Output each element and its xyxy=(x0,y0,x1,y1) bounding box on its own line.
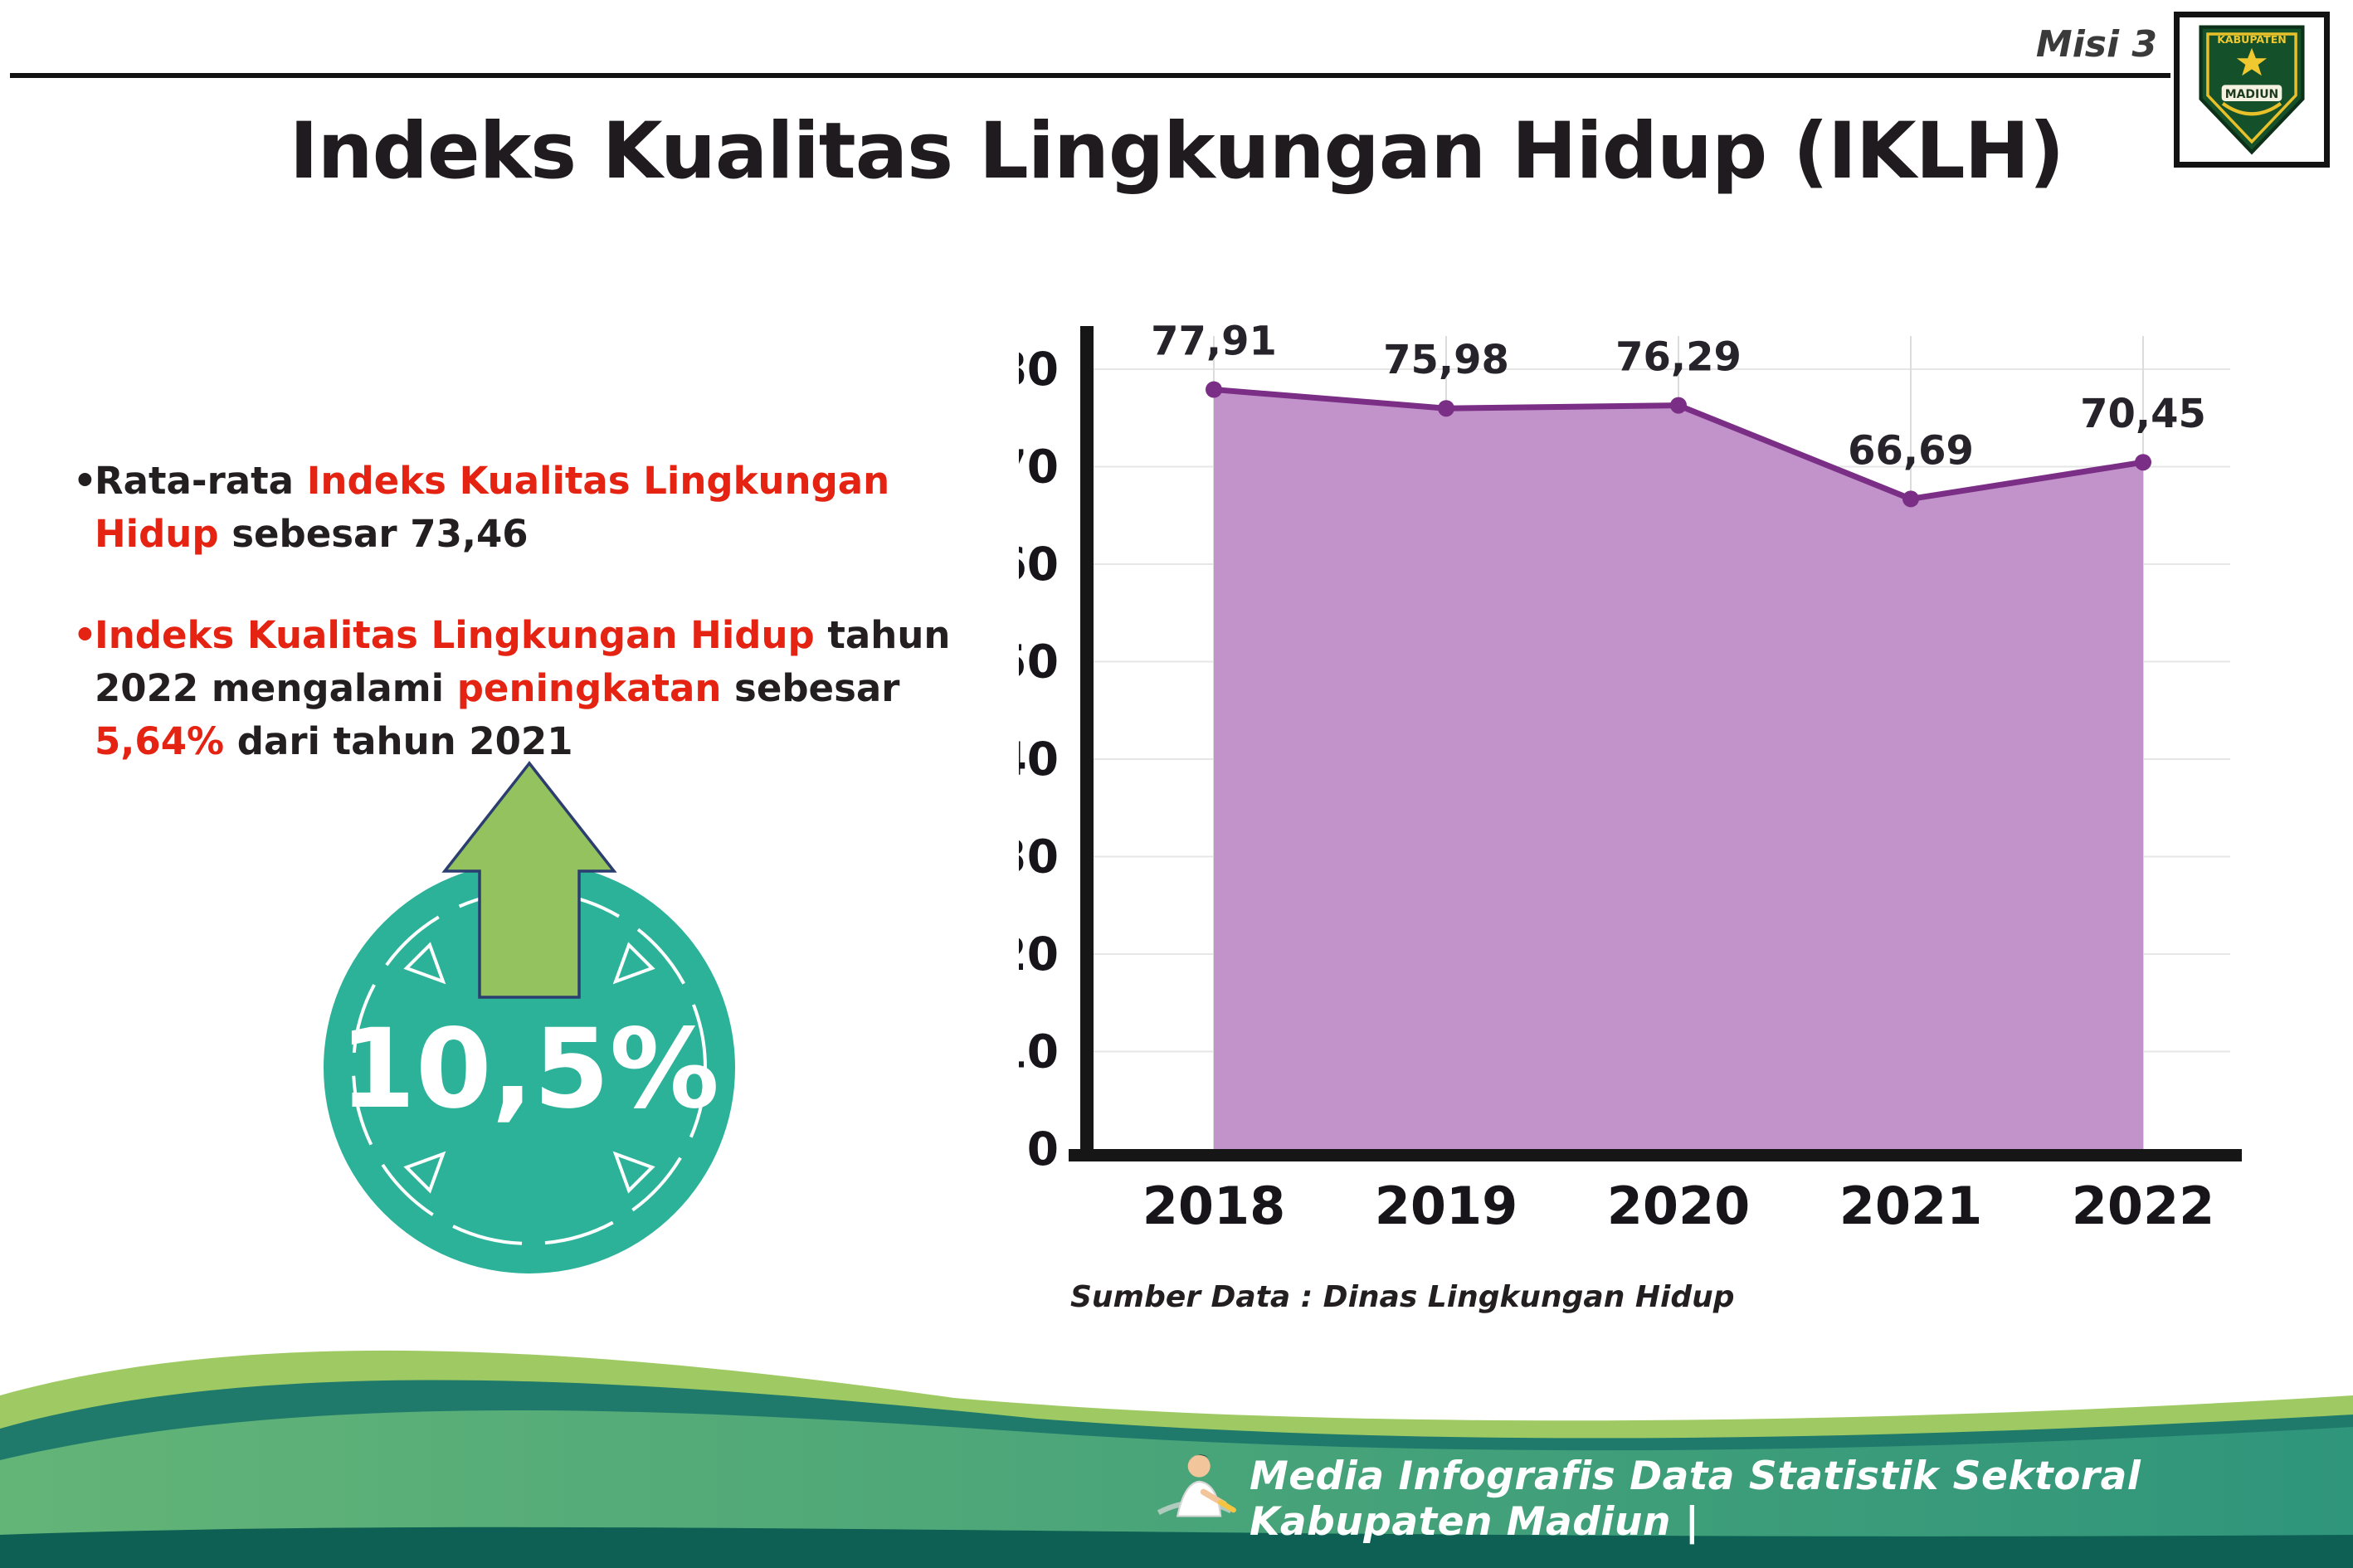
x-axis-label: 2020 xyxy=(1607,1176,1751,1236)
crest-text-top: KABUPATEN xyxy=(2217,33,2287,46)
area-fill xyxy=(1214,389,2143,1149)
crest-text-bottom: MADIUN xyxy=(2225,88,2278,101)
x-axis-label: 2022 xyxy=(2072,1176,2215,1236)
y-tick-label: 80 xyxy=(1019,343,1059,396)
y-tick-label: 70 xyxy=(1019,441,1059,494)
y-tick-label: 30 xyxy=(1019,830,1059,884)
value-label: 66,69 xyxy=(1848,427,1974,474)
badge-ring xyxy=(352,890,707,1245)
kabupaten-madiun-logo: KABUPATEN MADIUN xyxy=(2199,25,2305,155)
data-point-2018 xyxy=(1206,381,1222,398)
crest-rice-stalks xyxy=(2221,102,2282,116)
badge-circle xyxy=(324,862,735,1273)
x-axis-label: 2019 xyxy=(1375,1176,1518,1236)
crest-star xyxy=(2236,47,2268,76)
mascot-hair xyxy=(1187,1454,1209,1465)
y-tick-label: 10 xyxy=(1019,1025,1059,1079)
badge-percentage: 10,5% xyxy=(339,1006,719,1133)
footer-caption: Media Infografis Data Statistik Sektoral… xyxy=(1250,1454,2141,1545)
page-title: Indeks Kualitas Lingkungan Hidup (IKLH) xyxy=(289,106,2065,197)
y-tick-label: 0 xyxy=(1027,1122,1059,1176)
x-axis-label: 2018 xyxy=(1142,1176,1286,1236)
bullet-text-segment: sebesar 73,46 xyxy=(218,511,529,556)
x-axis-label: 2021 xyxy=(1839,1176,1983,1236)
bullet-text-segment: Rata-rata xyxy=(95,459,307,503)
up-arrow-icon xyxy=(441,761,617,999)
bullet-text-segment: Indeks Kualitas Lingkungan Hidup xyxy=(95,612,815,657)
summary-panel: Rata-rata Indeks Kualitas Lingkungan Hid… xyxy=(73,455,961,816)
value-label: 76,29 xyxy=(1615,334,1742,381)
data-point-2020 xyxy=(1670,397,1687,414)
crest-banner xyxy=(2221,85,2282,101)
data-source-label: Sumber Data : Dinas Lingkungan Hidup xyxy=(1070,1280,1735,1314)
wave-bottom-strip xyxy=(0,1527,2353,1568)
increase-badge-graphic: 10,5% xyxy=(324,761,735,1273)
data-point-2021 xyxy=(1902,490,1919,508)
chart-panel: 77,91 75,98 76,29 66,69 70,45 0 10 20 30 40 50 60 70… xyxy=(995,286,2280,1314)
data-point-2022 xyxy=(2135,454,2151,471)
bullet-item-average: Rata-rata Indeks Kualitas Lingkungan Hid… xyxy=(73,455,961,561)
bullet-text-segment: 5,64% xyxy=(95,718,225,763)
y-tick-label: 20 xyxy=(1019,928,1059,981)
crest-inner-border xyxy=(2206,32,2297,144)
y-tick-label: 50 xyxy=(1019,635,1059,689)
ring-triangle-nw xyxy=(403,942,446,985)
increase-badge: 10,5% xyxy=(305,748,770,1296)
logo-frame: KABUPATEN MADIUN xyxy=(2174,12,2330,168)
mascot-head xyxy=(1187,1454,1211,1478)
footer-waves xyxy=(0,1350,2353,1568)
mascot-body xyxy=(1176,1480,1222,1517)
y-tick-label: 60 xyxy=(1019,538,1059,591)
y-tick-label: 40 xyxy=(1019,733,1059,786)
ring-triangle-sw xyxy=(403,1151,446,1194)
bullet-item-increase: Indeks Kualitas Lingkungan Hidup tahun 2… xyxy=(73,609,961,768)
bullet-text-segment: Indeks Kualitas Lingkungan Hidup xyxy=(95,459,890,556)
data-point-2019 xyxy=(1438,400,1454,417)
value-label: 75,98 xyxy=(1383,337,1509,383)
bullet-text-segment: dari tahun 2021 xyxy=(224,718,573,763)
misi-label: Misi 3 xyxy=(2035,23,2157,66)
ring-triangle-se xyxy=(612,1151,655,1194)
x-axis xyxy=(1069,1149,2242,1161)
y-axis xyxy=(1080,326,1094,1161)
bullet-text-segment: tahun 2022 mengalami xyxy=(95,612,951,710)
writer-mascot-icon xyxy=(1157,1454,1236,1517)
bullet-text-segment: sebesar xyxy=(721,665,900,710)
iklh-area-chart: 77,91 75,98 76,29 66,69 70,45 0 10 20 30 40 50 60 70… xyxy=(995,319,2242,1236)
top-divider xyxy=(10,73,2170,78)
ring-triangle-ne xyxy=(612,942,655,985)
value-label: 77,91 xyxy=(1151,319,1277,365)
value-label: 70,45 xyxy=(2080,391,2206,437)
summary-bullet-list: Rata-rata Indeks Kualitas Lingkungan Hid… xyxy=(73,455,961,767)
mascot-pencil xyxy=(1218,1499,1236,1513)
bullet-text-segment: peningkatan xyxy=(456,665,722,710)
